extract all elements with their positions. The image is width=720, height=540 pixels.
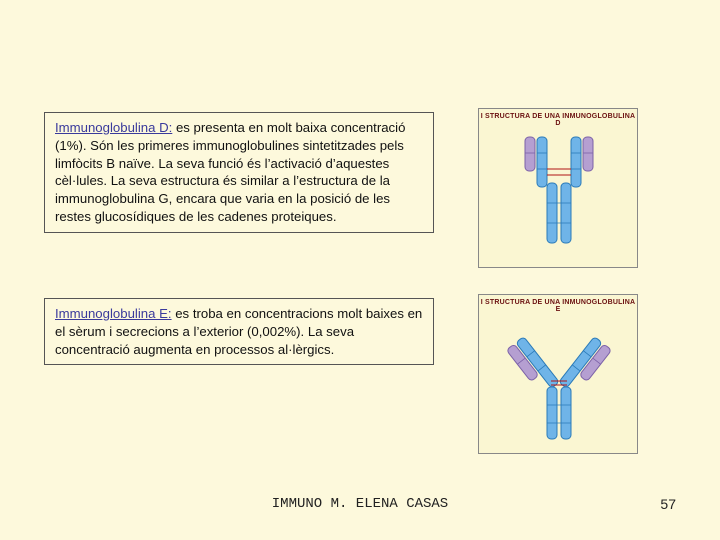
body-igd: es presenta en molt baixa concentració (… xyxy=(55,120,405,224)
term-igd: Immunoglobulina D: xyxy=(55,120,172,135)
antibody-igd-icon xyxy=(479,127,639,267)
footer-author: IMMUNO M. ELENA CASAS xyxy=(0,496,720,512)
term-ige: Immunoglobulina E: xyxy=(55,306,172,321)
section-ige: Immunoglobulina E: es troba en concentra… xyxy=(44,298,434,365)
section-igd: Immunoglobulina D: es presenta en molt b… xyxy=(44,112,434,233)
figure-ige: I STRUCTURA DE UNA INMUNOGLOBULINA E xyxy=(478,294,638,454)
textbox-igd: Immunoglobulina D: es presenta en molt b… xyxy=(44,112,434,233)
textbox-ige: Immunoglobulina E: es troba en concentra… xyxy=(44,298,434,365)
caption-ige: I STRUCTURA DE UNA INMUNOGLOBULINA E xyxy=(479,295,637,313)
page-number: 57 xyxy=(660,496,676,512)
caption-igd: I STRUCTURA DE UNA INMUNOGLOBULINA D xyxy=(479,109,637,127)
figure-igd: I STRUCTURA DE UNA INMUNOGLOBULINA D xyxy=(478,108,638,268)
antibody-ige-icon xyxy=(479,313,639,453)
